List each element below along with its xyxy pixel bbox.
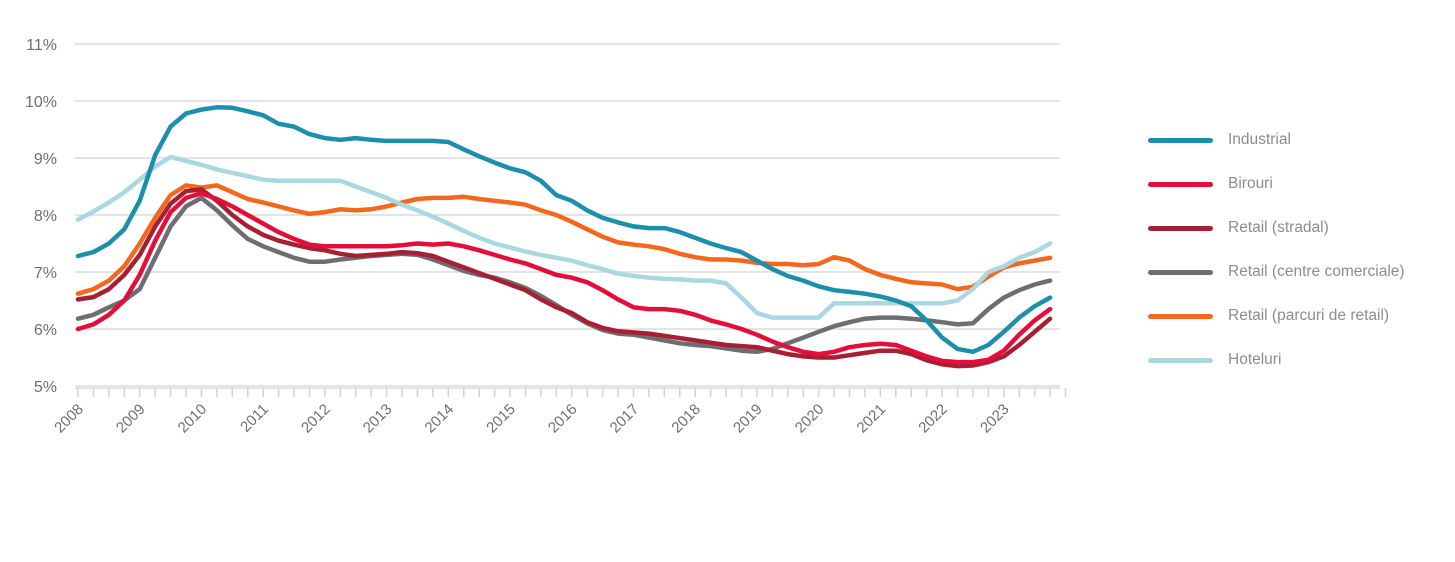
legend-label: Birouri xyxy=(1228,175,1273,192)
y-tick-label: 6% xyxy=(34,322,57,339)
x-tick-label: 2015 xyxy=(483,401,519,437)
series-line-retail-parcuri-de-retail xyxy=(75,183,1053,296)
x-tick-label: 2020 xyxy=(792,401,828,437)
x-tick-label: 2022 xyxy=(915,401,951,437)
y-tick-label: 5% xyxy=(34,379,57,396)
x-tick-label: 2017 xyxy=(607,401,643,437)
legend-swatch-icon xyxy=(1148,313,1213,319)
y-tick-label: 9% xyxy=(34,151,57,168)
y-axis-labels: 11% 10% 9% 8% 7% 6% 5% xyxy=(25,37,57,396)
legend-item-hoteluri[interactable]: Hoteluri xyxy=(1148,338,1448,382)
series-lines xyxy=(75,105,1053,369)
series-line-industrial xyxy=(75,105,1053,355)
x-tick-label: 2019 xyxy=(730,401,766,437)
legend-label: Hoteluri xyxy=(1228,351,1282,368)
legend-swatch-icon xyxy=(1148,181,1213,187)
x-tick-label: 2021 xyxy=(854,401,890,437)
legend-label: Retail (centre comerciale) xyxy=(1228,263,1405,280)
x-tick-label: 2016 xyxy=(545,401,581,437)
legend-item-retail-centre-comerciale[interactable]: Retail (centre comerciale) xyxy=(1148,250,1448,294)
legend-label: Industrial xyxy=(1228,131,1291,148)
x-tick-label: 2014 xyxy=(422,401,458,437)
legend-label: Retail (stradal) xyxy=(1228,219,1329,236)
legend-swatch-icon xyxy=(1148,225,1213,231)
gridlines xyxy=(75,43,1060,387)
y-tick-label: 10% xyxy=(25,94,57,111)
x-tick-label: 2011 xyxy=(237,401,272,436)
legend-item-industrial[interactable]: Industrial xyxy=(1148,118,1448,162)
series-line-birouri xyxy=(75,191,1053,365)
y-tick-label: 11% xyxy=(26,37,57,54)
x-tick-label: 2012 xyxy=(298,401,334,437)
x-tick-label: 2013 xyxy=(360,401,396,437)
x-tick-label: 2010 xyxy=(175,401,211,437)
legend-swatch-icon xyxy=(1148,357,1213,363)
x-tick-label: 2008 xyxy=(51,401,87,437)
x-axis-labels: 2008 2009 2010 2011 2012 2013 2014 2015 2016 2017… xyxy=(51,401,1012,437)
series-line-retail-stradal xyxy=(75,187,1053,369)
x-tick-label: 2023 xyxy=(977,401,1013,437)
legend-swatch-icon xyxy=(1148,269,1213,275)
legend-item-birouri[interactable]: Birouri xyxy=(1148,162,1448,206)
legend-item-retail-stradal[interactable]: Retail (stradal) xyxy=(1148,206,1448,250)
y-tick-label: 8% xyxy=(34,208,57,225)
yield-line-chart: 11% 10% 9% 8% 7% 6% 5% 2008 2009 2010 2011 2012 201… xyxy=(25,37,1067,437)
x-tick-label: 2009 xyxy=(113,401,149,437)
x-axis-ticks xyxy=(75,387,1067,397)
series-line-hoteluri xyxy=(75,154,1053,320)
y-tick-label: 7% xyxy=(34,265,57,282)
chart-canvas: 11% 10% 9% 8% 7% 6% 5% 2008 2009 2010 2011 2012 201… xyxy=(25,37,1067,437)
chart-legend: Industrial Birouri Retail (stradal) Retail … xyxy=(1148,118,1448,382)
legend-label: Retail (parcuri de retail) xyxy=(1228,307,1390,324)
legend-item-retail-parcuri-de-retail[interactable]: Retail (parcuri de retail) xyxy=(1148,294,1448,338)
legend-swatch-icon xyxy=(1148,137,1213,143)
x-tick-label: 2018 xyxy=(668,401,704,437)
